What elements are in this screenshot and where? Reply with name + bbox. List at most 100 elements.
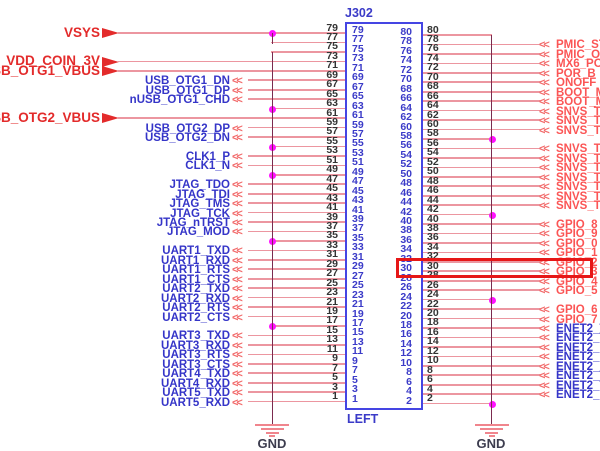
gnd-bar: [480, 428, 504, 431]
pin-number-outside-right: 2: [427, 392, 433, 405]
pin-wire-right: [423, 119, 540, 121]
pin-number-outside-left: 39: [326, 210, 338, 223]
net-chevron-icon: <<: [232, 396, 243, 409]
net-label-left: JTAG_TDI: [175, 188, 230, 201]
net-chevron-icon: <<: [232, 377, 243, 390]
net-chevron-icon: <<: [232, 273, 243, 286]
net-chevron-icon: <<: [539, 341, 550, 354]
net-label-right: PMIC_STB: [556, 39, 600, 52]
pin-number-inside-right: 66: [400, 92, 412, 105]
pin-number-inside-left: 69: [352, 71, 364, 84]
net-label-left: UART2_CTS: [162, 311, 230, 324]
net-label-right: SNVS_TAM: [556, 105, 600, 118]
pin-number-inside-right: 74: [400, 54, 412, 67]
pin-wire-left: [248, 211, 345, 214]
pin-wire-right: [423, 261, 540, 263]
pin-number-outside-left: 11: [326, 342, 338, 355]
pin-number-outside-right: 70: [427, 70, 439, 83]
pin-number-outside-left: 35: [326, 229, 338, 242]
pin-wire-left: [248, 98, 345, 101]
pin-number-inside-left: 73: [352, 52, 364, 65]
net-label-left: JTAG_TCK: [170, 207, 230, 220]
pin-wire-right: [423, 90, 540, 93]
net-label-left: JTAG_TDO: [169, 179, 231, 192]
net-chevron-icon: <<: [232, 387, 243, 400]
net-chevron-icon: <<: [232, 160, 243, 173]
pin-number-outside-left: 3: [332, 380, 338, 393]
pin-number-outside-right: 30: [427, 259, 439, 272]
net-chevron-icon: <<: [232, 84, 243, 97]
net-chevron-icon: <<: [539, 379, 550, 392]
net-chevron-icon: <<: [539, 105, 550, 118]
gnd-bar: [269, 434, 276, 437]
pin-wire-right: [423, 147, 540, 150]
net-chevron-icon: <<: [539, 275, 550, 288]
pin-wire-left: [271, 325, 345, 327]
net-label-left: JTAG_TMS: [169, 198, 231, 211]
pin-number-outside-right: 26: [427, 278, 439, 291]
pin-wire-right: [423, 43, 540, 46]
net-chevron-icon: <<: [539, 181, 550, 194]
pin-number-inside-right: 62: [400, 111, 412, 124]
net-chevron-icon: <<: [232, 188, 243, 201]
pin-wire-left: [248, 391, 345, 393]
pin-number-inside-left: 59: [352, 118, 364, 131]
pin-number-outside-left: 73: [326, 49, 338, 62]
net-chevron-icon: <<: [232, 302, 243, 315]
pin-number-inside-right: 76: [400, 44, 412, 57]
pin-number-outside-left: 67: [326, 78, 338, 91]
pin-wire-left: [248, 381, 345, 384]
connector-refdes: J302: [345, 6, 373, 20]
pin-number-outside-left: 19: [326, 305, 338, 317]
connector-body: [345, 22, 423, 410]
pin-number-inside-right: 52: [400, 158, 412, 171]
pin-number-inside-right: 34: [400, 243, 412, 256]
pin-number-inside-right: 12: [400, 347, 412, 360]
pin-number-inside-right: 54: [400, 148, 412, 161]
pin-number-outside-right: 74: [427, 51, 439, 64]
pin-number-inside-left: 27: [352, 269, 364, 282]
net-label-left: UART5_TXD: [162, 387, 230, 400]
pin-number-outside-right: 32: [427, 250, 439, 263]
pin-number-outside-left: 27: [326, 267, 338, 280]
pin-number-inside-left: 39: [352, 213, 364, 225]
pin-wire-right: [423, 72, 540, 74]
pin-number-outside-left: 1: [332, 390, 338, 403]
net-chevron-icon: <<: [232, 339, 243, 352]
pin-number-outside-left: 15: [326, 323, 338, 336]
pin-wire-right: [423, 204, 540, 206]
pin-number-inside-left: 77: [352, 33, 364, 46]
pin-wire-right: [423, 289, 540, 292]
net-label-left: USB_OTG2_DP: [145, 122, 230, 135]
net-chevron-icon: <<: [539, 219, 550, 231]
gnd-label-right: GND: [476, 436, 506, 451]
pin-wire-left: [248, 362, 345, 365]
highlight-box: [396, 258, 593, 278]
gnd-bar: [265, 431, 279, 434]
gnd-bar: [488, 434, 495, 437]
net-chevron-icon: <<: [232, 283, 243, 296]
pin-number-inside-right: 16: [400, 328, 412, 341]
net-label-left: UART2_RTS: [162, 302, 230, 315]
gnd-bar: [260, 428, 284, 431]
pin-wire-right: [423, 175, 540, 178]
pin-number-outside-left: 55: [326, 134, 338, 147]
net-chevron-icon: <<: [232, 330, 243, 343]
net-chevron-icon: <<: [539, 247, 550, 260]
net-label-right: GPIO_9: [556, 228, 598, 241]
pin-number-inside-right: 68: [400, 82, 412, 95]
net-chevron-icon: <<: [539, 351, 550, 364]
pin-number-outside-left: 61: [326, 106, 338, 119]
net-label-right: GPIO_0: [556, 237, 598, 250]
pin-number-outside-left: 31: [326, 248, 338, 261]
pin-wire-left: [248, 192, 345, 195]
net-label-right: BOOT_MO: [556, 86, 600, 99]
pin-wire-right: [423, 279, 540, 282]
net-chevron-icon: <<: [539, 285, 550, 298]
pin-number-outside-right: 46: [427, 184, 439, 197]
pin-number-outside-right: 24: [427, 288, 439, 301]
pin-number-inside-right: 44: [400, 196, 412, 209]
pin-number-outside-right: 54: [427, 146, 439, 159]
net-chevron-icon: <<: [539, 58, 550, 71]
net-chevron-icon: <<: [232, 292, 243, 305]
